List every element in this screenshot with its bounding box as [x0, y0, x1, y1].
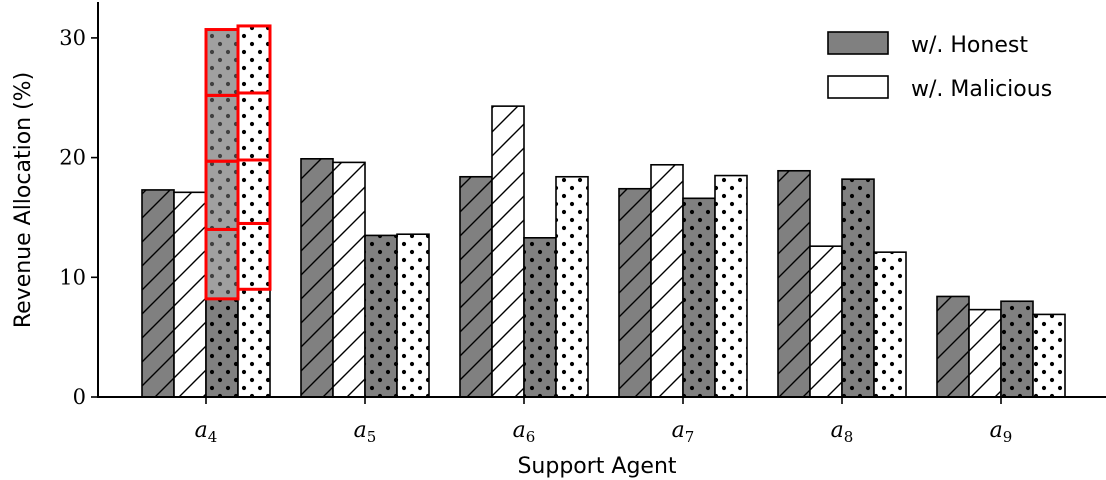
bar-a7-dots-malicious [714, 174, 748, 398]
bar-a6-hatch-honest [459, 175, 493, 398]
bar-a8-dots-honest [841, 178, 875, 398]
legend-swatch-malicious [827, 75, 889, 99]
bar-a5-hatch-malicious [332, 161, 366, 398]
y-tick-label: 20 [59, 146, 86, 170]
bar-a9-dots-honest [1000, 300, 1034, 398]
bar-a4-dots-malicious [237, 288, 271, 398]
highlight-segment-malicious-3 [236, 91, 272, 162]
highlight-segment-honest-4 [204, 28, 240, 97]
bar-a4-hatch-malicious [173, 191, 207, 398]
y-tick-label: 30 [59, 26, 86, 50]
legend-label-malicious: w/. Malicious [911, 77, 1052, 102]
x-tick-label-a5: a5 [354, 418, 377, 446]
y-tick-label: 10 [59, 265, 86, 289]
legend-swatch-honest [827, 31, 889, 55]
bar-a8-hatch-honest [777, 169, 811, 398]
y-axis-title: Revenue Allocation (%) [11, 72, 36, 328]
y-ticks: 0 10 20 30 [59, 26, 98, 409]
highlight-segment-honest-3 [204, 93, 240, 163]
bar-a5-hatch-honest [300, 158, 334, 398]
x-tick-label-a7: a7 [672, 418, 695, 446]
x-tick-label-a8: a8 [831, 418, 854, 446]
bar-a7-hatch-honest [618, 187, 652, 398]
legend: w/. Honest w/. Malicious [827, 31, 1052, 102]
bars-layer [141, 105, 1066, 398]
highlight-segment-malicious-2 [236, 158, 272, 225]
bar-a4-hatch-honest [141, 189, 175, 398]
axes-layer [97, 2, 1106, 398]
x-ticks: a4 a5 a6 a7 a8 a9 [195, 397, 1013, 446]
legend-label-honest: w/. Honest [911, 33, 1028, 58]
bar-a7-dots-honest [682, 197, 716, 398]
highlight-layer [204, 24, 272, 301]
bar-a9-dots-malicious [1032, 313, 1066, 398]
y-tick-label: 0 [73, 385, 86, 409]
bar-a7-hatch-malicious [650, 163, 684, 398]
x-tick-label-a4: a4 [195, 418, 218, 446]
bar-a4-dots-honest [205, 298, 239, 398]
bar-a9-hatch-honest [936, 295, 970, 398]
highlight-segment-honest-2 [204, 159, 240, 231]
x-axis-title: Support Agent [517, 454, 676, 479]
highlight-segment-honest-1 [204, 227, 240, 301]
bar-a5-dots-honest [364, 234, 398, 398]
bar-a6-dots-malicious [555, 175, 589, 398]
bar-a6-hatch-malicious [491, 105, 525, 398]
bar-a6-dots-honest [523, 237, 557, 398]
bar-a8-dots-malicious [873, 251, 907, 398]
highlight-segment-malicious-4 [236, 24, 272, 95]
x-tick-label-a6: a6 [513, 418, 536, 446]
bar-a9-hatch-malicious [968, 308, 1002, 398]
bar-a8-hatch-malicious [809, 245, 843, 398]
highlight-segment-malicious-1 [236, 221, 272, 291]
x-tick-label-a9: a9 [990, 418, 1013, 446]
bar-a5-dots-malicious [396, 233, 430, 398]
